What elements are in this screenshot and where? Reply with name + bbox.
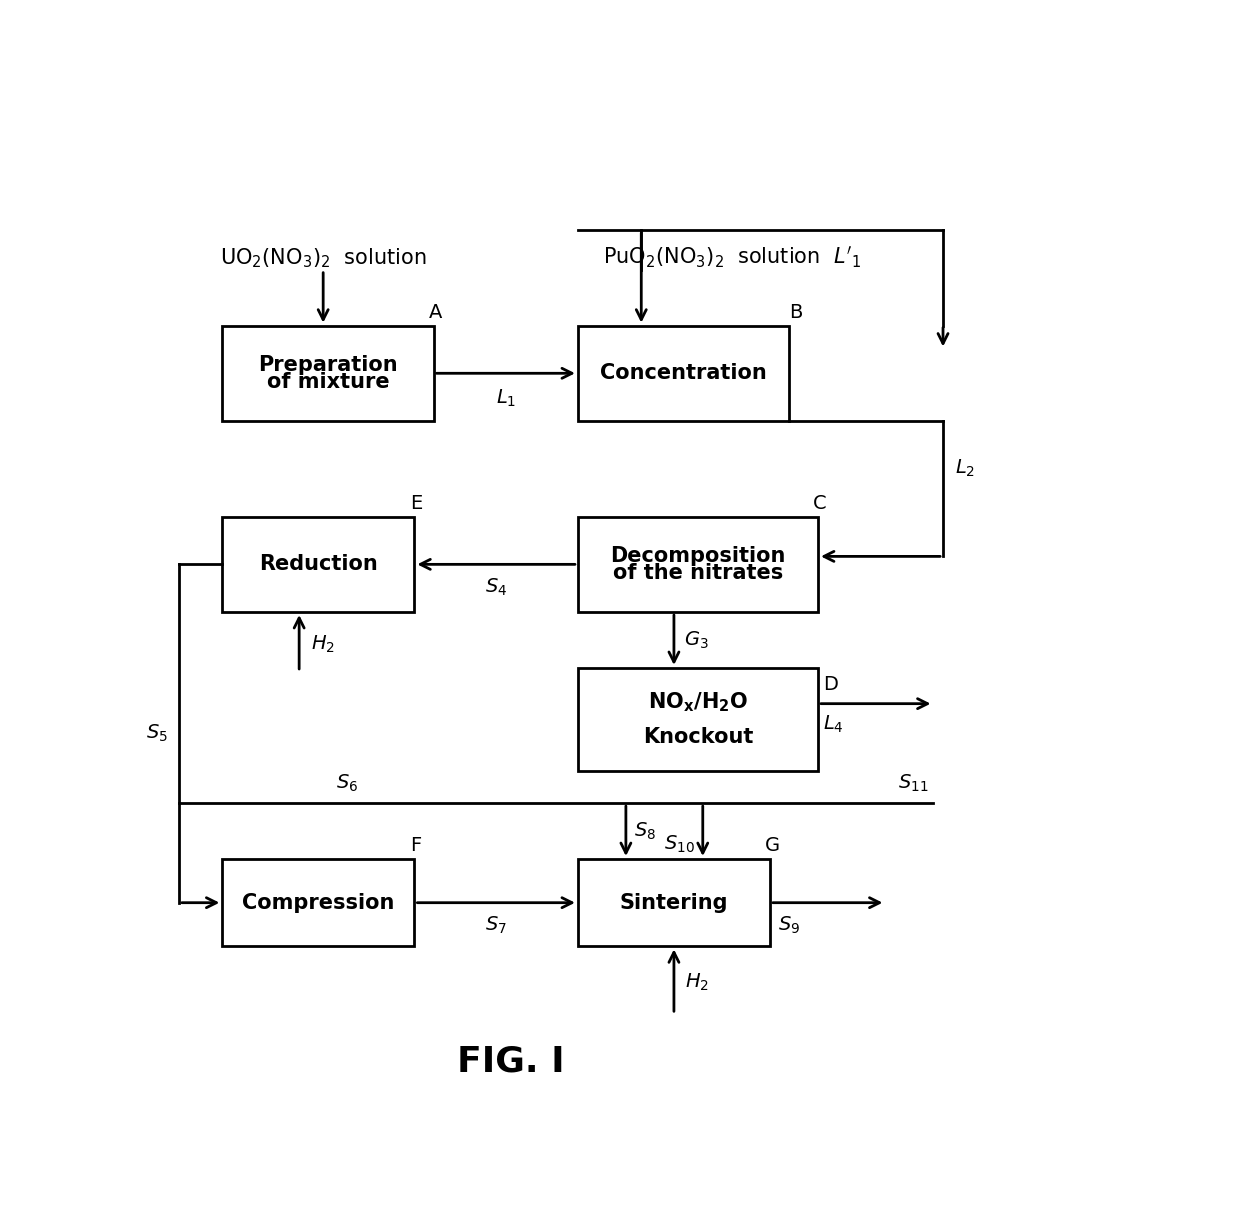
Text: Reduction: Reduction (259, 554, 378, 575)
Text: F: F (409, 836, 420, 855)
Text: $\mathrm{PuO_2(NO_3)_2}$  solution  $L'_1$: $\mathrm{PuO_2(NO_3)_2}$ solution $L'_1$ (603, 244, 861, 270)
Text: $L_2$: $L_2$ (955, 459, 975, 479)
Text: C: C (813, 494, 827, 512)
Text: $S_5$: $S_5$ (145, 723, 167, 744)
Bar (578, 667, 818, 771)
Text: Preparation: Preparation (258, 355, 398, 375)
Text: $S_6$: $S_6$ (336, 772, 358, 794)
Text: $L_4$: $L_4$ (823, 714, 843, 734)
Text: B: B (789, 303, 802, 322)
Bar (222, 516, 414, 612)
Text: Sintering: Sintering (620, 893, 728, 913)
Text: E: E (409, 494, 422, 512)
Bar (578, 859, 770, 947)
Text: of mixture: of mixture (267, 372, 389, 392)
Text: $S_9$: $S_9$ (777, 915, 800, 936)
Text: $L_1$: $L_1$ (496, 388, 516, 409)
Bar (578, 326, 789, 421)
Text: Compression: Compression (242, 893, 394, 913)
Text: G: G (765, 836, 780, 855)
Text: $S_8$: $S_8$ (634, 820, 656, 842)
Text: Decomposition: Decomposition (610, 545, 786, 566)
Bar (578, 516, 818, 612)
Text: $G_3$: $G_3$ (683, 630, 708, 650)
Text: D: D (823, 675, 838, 694)
Text: $S_7$: $S_7$ (485, 915, 507, 936)
Text: FIG. I: FIG. I (456, 1044, 564, 1078)
Bar (222, 859, 414, 947)
Text: Concentration: Concentration (600, 364, 766, 383)
Text: $H_2$: $H_2$ (686, 971, 709, 993)
Text: $\mathrm{UO_2(NO_3)_2}$  solution: $\mathrm{UO_2(NO_3)_2}$ solution (219, 246, 427, 270)
Text: Knockout: Knockout (642, 727, 753, 747)
Bar (222, 326, 434, 421)
Text: $S_{11}$: $S_{11}$ (898, 772, 929, 794)
Text: $S_4$: $S_4$ (485, 576, 507, 598)
Text: $S_{10}$: $S_{10}$ (665, 833, 696, 855)
Text: $\mathbf{NO_x/H_2O}$: $\mathbf{NO_x/H_2O}$ (647, 691, 748, 714)
Text: A: A (429, 303, 443, 322)
Text: $H_2$: $H_2$ (311, 633, 335, 655)
Text: of the nitrates: of the nitrates (613, 564, 784, 583)
